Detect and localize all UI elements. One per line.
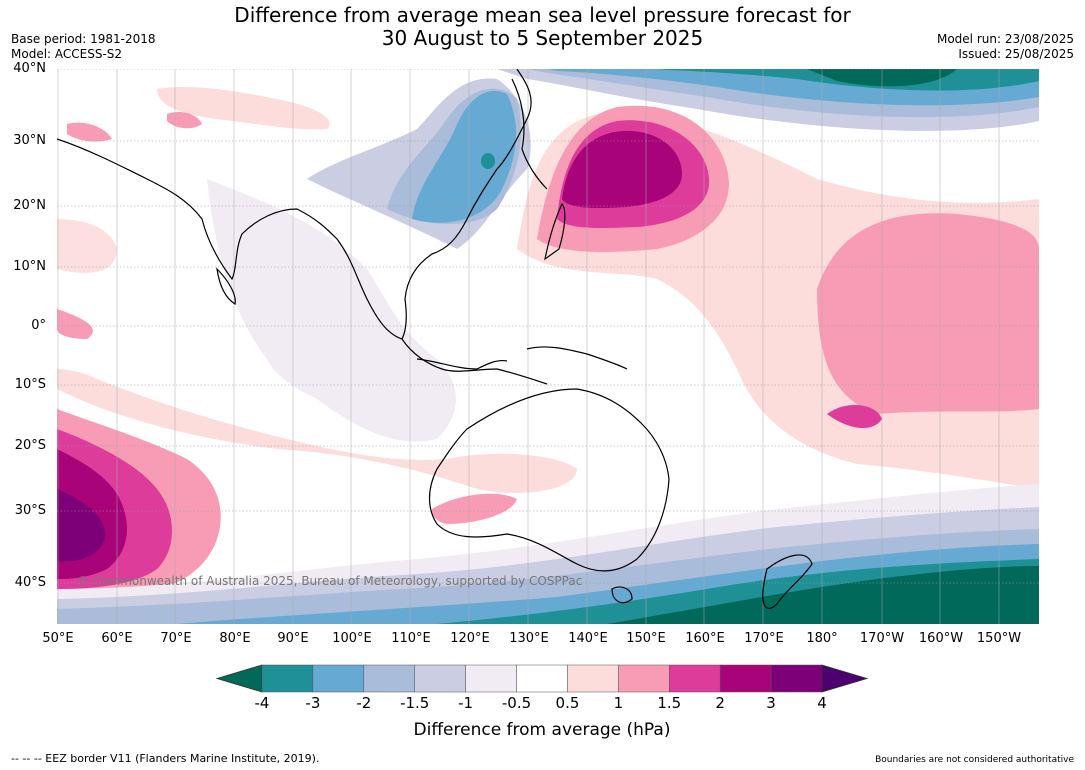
lon-label-130e: 130°E: [509, 631, 549, 646]
lat-label-20s: 20°S: [14, 438, 46, 453]
colorbar-segment: [261, 664, 314, 693]
colorbar-segment: [567, 664, 619, 693]
map-title-line-1: Difference from average mean sea level p…: [234, 3, 851, 27]
colorbar-label: Difference from average (hPa): [413, 720, 671, 740]
colorbar-tick-label: -4: [254, 694, 270, 712]
lon-label-50e: 50°E: [42, 631, 74, 646]
lat-label-20n: 20°N: [13, 198, 46, 213]
lat-label-40s: 40°S: [14, 575, 46, 590]
lat-label-40n: 40°N: [13, 61, 46, 76]
map-panel: © Commonwealth of Australia 2025, Bureau…: [57, 69, 1039, 624]
colorbar-max-arrow: [821, 664, 868, 693]
copyright-notice: © Commonwealth of Australia 2025, Bureau…: [77, 574, 583, 588]
colorbar-tick-label: 1.5: [657, 694, 682, 712]
colorbar-tick-label: -2: [356, 694, 372, 712]
model-run-info: Model run: 23/08/2025 Issued: 25/08/2025: [937, 32, 1074, 62]
map-meridians: [57, 69, 1000, 624]
colorbar-segment: [414, 664, 466, 693]
lat-label-30n: 30°N: [13, 133, 46, 148]
lat-label-0: 0°: [31, 318, 46, 333]
issued-date-text: Issued: 25/08/2025: [958, 47, 1074, 61]
colorbar-segment: [770, 664, 823, 693]
model-name-text: Model: ACCESS-S2: [11, 47, 123, 61]
coastlines: [57, 69, 813, 609]
colorbar-tick-label: 1: [613, 694, 624, 712]
colorbar-tick-label: -1.5: [400, 694, 430, 712]
lat-label-10s: 10°S: [14, 377, 46, 392]
colorbar: [216, 664, 868, 693]
lon-label-170w: 170°W: [859, 631, 905, 646]
eez-border-legend: -- -- -- EEZ border V11 (Flanders Marine…: [11, 752, 320, 765]
lon-label-110e: 110°E: [391, 631, 431, 646]
lon-label-80e: 80°E: [219, 631, 251, 646]
lon-label-170e: 170°E: [744, 631, 784, 646]
colorbar-segment: [465, 664, 517, 693]
positive-anomaly-north-pacific: [517, 105, 1039, 490]
colorbar-segment: [363, 664, 415, 693]
colorbar-tick-label: 4: [817, 694, 827, 712]
colorbar-tick-label: 3: [766, 694, 776, 712]
lon-label-140e: 140°E: [568, 631, 608, 646]
colorbar-segment: [719, 664, 772, 693]
negative-anomaly-southern-ocean: [57, 484, 1039, 624]
colorbar-segments: [261, 664, 823, 693]
lon-label-60e: 60°E: [101, 631, 133, 646]
lon-label-180: 180°: [806, 631, 838, 646]
lon-label-150e: 150°E: [626, 631, 666, 646]
colorbar-min-arrow: [216, 664, 263, 693]
lon-label-150w: 150°W: [976, 631, 1022, 646]
colorbar-segment: [618, 664, 670, 693]
colorbar-segment: [312, 664, 365, 693]
lat-label-30s: 30°S: [14, 503, 46, 518]
lon-label-160e: 160°E: [685, 631, 725, 646]
pressure-anomaly-map: [57, 69, 1039, 624]
boundaries-disclaimer: Boundaries are not considered authoritat…: [875, 755, 1074, 765]
lon-label-120e: 120°E: [450, 631, 490, 646]
lon-label-100e: 100°E: [332, 631, 372, 646]
lon-label-70e: 70°E: [160, 631, 192, 646]
negative-anomaly-maritime-continent: [207, 179, 456, 442]
base-period-text: Base period: 1981-2018: [11, 32, 156, 46]
lat-label-10n: 10°N: [13, 259, 46, 274]
positive-anomaly-south-indian-ocean: [57, 69, 577, 599]
map-title: Difference from average mean sea level p…: [0, 4, 1085, 50]
lon-label-160w: 160°W: [918, 631, 964, 646]
colorbar-segment: [516, 664, 568, 693]
colorbar-tick-label: -1: [458, 694, 474, 712]
map-title-line-2: 30 August to 5 September 2025: [381, 26, 704, 50]
negative-anomaly-north-pacific: [497, 69, 1039, 131]
colorbar-tick-label: 0.5: [555, 694, 580, 712]
lon-label-90e: 90°E: [277, 631, 309, 646]
base-period-info: Base period: 1981-2018 Model: ACCESS-S2: [11, 32, 156, 62]
model-run-text: Model run: 23/08/2025: [936, 32, 1074, 46]
colorbar-tick-label: 2: [715, 694, 725, 712]
colorbar-tick-label: -3: [305, 694, 321, 712]
colorbar-segment: [669, 664, 721, 693]
map-gridlines: [57, 69, 1039, 584]
colorbar-tick-label: -0.5: [501, 694, 532, 712]
